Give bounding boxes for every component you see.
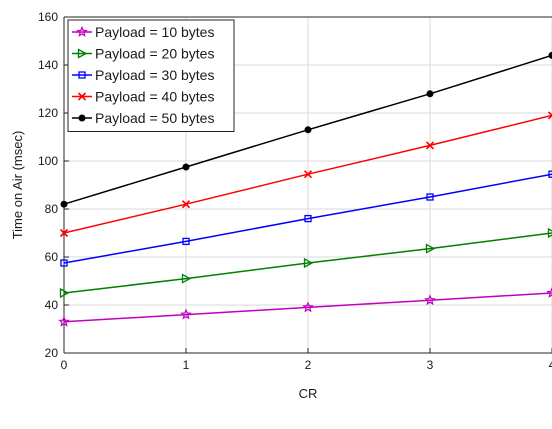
marker-dot xyxy=(305,127,311,133)
legend-label: Payload = 10 bytes xyxy=(95,24,214,40)
marker-dot xyxy=(79,115,85,121)
legend-label: Payload = 40 bytes xyxy=(95,89,214,105)
legend-label: Payload = 30 bytes xyxy=(95,67,214,83)
x-tick-label: 1 xyxy=(183,358,190,372)
y-tick-label: 60 xyxy=(45,250,59,264)
marker-dot xyxy=(427,91,433,97)
y-tick-label: 100 xyxy=(38,154,58,168)
y-tick-label: 20 xyxy=(45,346,59,360)
y-tick-label: 40 xyxy=(45,298,59,312)
x-tick-label: 3 xyxy=(427,358,434,372)
data-point xyxy=(427,91,433,97)
x-tick-label: 4 xyxy=(549,358,552,372)
x-tick-label: 2 xyxy=(305,358,312,372)
y-axis-title: Time on Air (msec) xyxy=(10,131,25,240)
legend-label: Payload = 20 bytes xyxy=(95,46,214,62)
legend-marker xyxy=(79,115,85,121)
data-point xyxy=(183,164,189,170)
x-tick-label: 0 xyxy=(61,358,68,372)
x-axis-title: CR xyxy=(299,386,318,401)
data-point xyxy=(61,201,67,207)
y-tick-label: 140 xyxy=(38,58,58,72)
data-point xyxy=(305,127,311,133)
y-tick-label: 160 xyxy=(38,10,58,24)
marker-dot xyxy=(183,164,189,170)
y-tick-label: 120 xyxy=(38,106,58,120)
legend-label: Payload = 50 bytes xyxy=(95,110,214,126)
marker-dot xyxy=(61,201,67,207)
y-tick-label: 80 xyxy=(45,202,59,216)
legend: Payload = 10 bytes Payload = 20 bytes Payl… xyxy=(68,20,234,132)
